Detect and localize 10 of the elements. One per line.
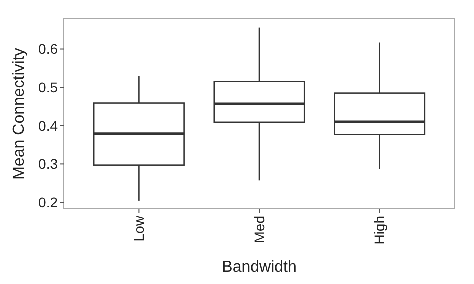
- x-tick-label: High: [372, 216, 388, 245]
- x-tick-label: Med: [251, 216, 268, 244]
- y-tick-label: 0.6: [38, 41, 58, 58]
- y-tick-label: 0.4: [38, 118, 58, 134]
- y-axis-title: Mean Connectivity: [11, 48, 28, 180]
- y-tick-label: 0.3: [38, 156, 58, 172]
- x-axis-title: Bandwidth: [222, 259, 297, 276]
- y-tick-label: 0.2: [38, 194, 58, 210]
- x-tick-label: Low: [131, 215, 148, 242]
- y-tick-label: 0.5: [38, 79, 58, 96]
